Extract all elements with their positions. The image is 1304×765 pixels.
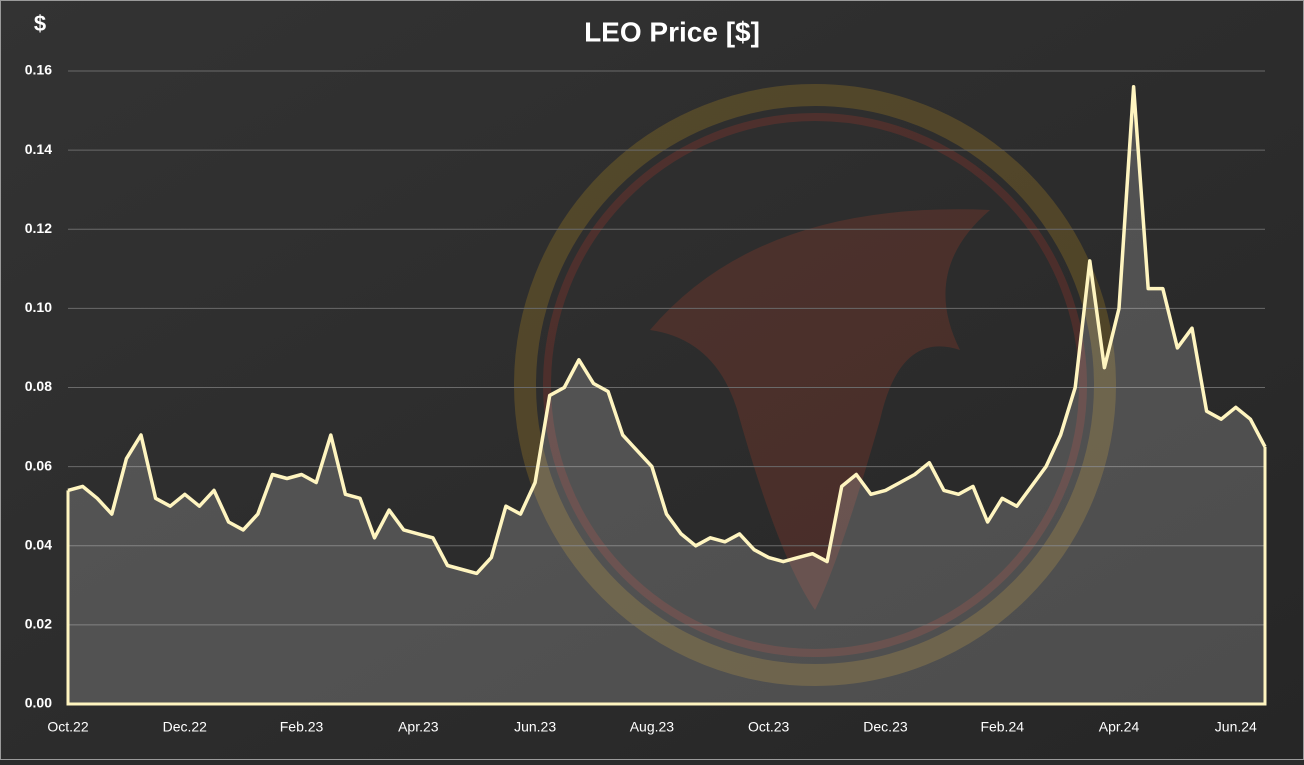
y-tick-label: 0.08 [25, 378, 52, 394]
y-tick-label: 0.00 [25, 695, 52, 711]
grid [68, 70, 1265, 705]
x-tick-label: Jun.24 [1215, 719, 1257, 735]
y-tick-label: 0.14 [25, 141, 52, 157]
x-tick-label: Aug.23 [630, 719, 675, 735]
y-tick-label: 0.04 [25, 536, 52, 552]
y-tick-label: 0.02 [25, 616, 52, 632]
area-edge [66, 446, 1267, 706]
x-tick-label: Feb.23 [280, 719, 324, 735]
area [68, 86, 1265, 705]
price-line [67, 85, 1267, 576]
y-tick-label: 0.06 [25, 457, 52, 473]
watermark-logo [514, 84, 1116, 686]
x-tick-label: Apr.24 [1099, 719, 1140, 735]
x-tick-label: Jun.23 [514, 719, 556, 735]
y-axis-label: $ [34, 11, 46, 36]
x-tick-label: Oct.23 [748, 719, 789, 735]
y-tick-label: 0.16 [25, 62, 52, 78]
y-tick-label: 0.10 [25, 299, 52, 315]
chart-title: LEO Price [$] [584, 16, 760, 47]
x-tick-label: Dec.22 [163, 719, 208, 735]
x-tick-label: Oct.22 [47, 719, 88, 735]
x-tick-label: Feb.24 [980, 719, 1024, 735]
x-tick-label: Apr.23 [398, 719, 439, 735]
plot [66, 85, 1267, 706]
x-tick-label: Dec.23 [863, 719, 908, 735]
y-tick-label: 0.12 [25, 220, 52, 236]
